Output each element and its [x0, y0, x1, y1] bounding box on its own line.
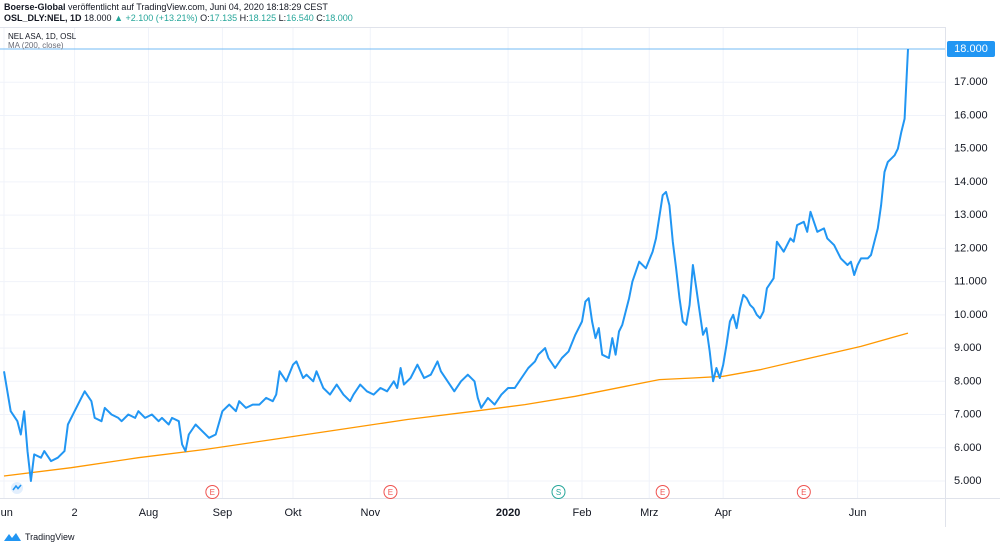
y-tick-label: 6.000	[954, 442, 982, 454]
x-tick-label: 2	[72, 507, 78, 519]
price-change: ▲ +2.100 (+13.21%)	[114, 13, 198, 23]
event-marker-circle	[796, 485, 811, 499]
x-tick-label: Apr	[715, 507, 732, 519]
x-tick-label: Mrz	[640, 507, 658, 519]
y-tick-label: 13.000	[954, 209, 988, 221]
event-marker-label: E	[210, 488, 215, 497]
high-value: 18.125	[248, 13, 277, 23]
footer-brand[interactable]: TradingView	[4, 532, 75, 542]
close-label: C:	[316, 13, 326, 23]
instrument-legend[interactable]: NEL ASA, 1D, OSL	[8, 32, 77, 41]
event-marker-label: E	[388, 488, 393, 497]
x-tick-label: Nov	[361, 507, 381, 519]
y-tick-label: 16.000	[954, 109, 988, 121]
chart-grid	[0, 27, 945, 498]
last-price: 18.000	[84, 13, 112, 23]
y-tick-label: 5.000	[954, 475, 982, 487]
y-tick-label: 8.000	[954, 375, 982, 387]
last-price-badge: 18.000	[947, 41, 995, 57]
published-text: veröffentlicht auf TradingView.com, Juni…	[68, 2, 328, 12]
time-axis: Jun 2 Aug Sep Okt Nov 2020 Feb Mrz Apr Jun	[0, 507, 866, 519]
publication-info: Boerse-Global veröffentlicht auf Trading…	[4, 2, 328, 12]
y-tick-label: 9.000	[954, 342, 982, 354]
footer-brand-label: TradingView	[25, 532, 75, 542]
last-price-badge-label: 18.000	[954, 43, 988, 55]
x-tick-label: Jun	[849, 507, 867, 519]
x-tick-label: 2020	[496, 507, 520, 519]
x-tick-label: Sep	[213, 507, 233, 519]
x-tick-label: Feb	[573, 507, 592, 519]
event-marker-circle	[205, 485, 220, 499]
tradingview-logo-icon	[4, 533, 21, 541]
price-axis: 5.000 6.000 7.000 8.000 9.000 10.000 11.000 12.…	[954, 76, 988, 487]
y-tick-label: 14.000	[954, 176, 988, 188]
high-label: H:	[239, 13, 249, 23]
y-tick-label: 10.000	[954, 309, 988, 321]
chart-logo-icon	[11, 482, 23, 494]
y-tick-label: 12.000	[954, 242, 988, 254]
y-tick-label: 17.000	[954, 76, 988, 88]
x-tick-label: Jun	[0, 507, 13, 519]
ohlc-line: OSL_DLY:NEL, 1D 18.000 ▲ +2.100 (+13.21%…	[4, 13, 353, 23]
open-value: 17.135	[209, 13, 238, 23]
y-tick-label: 7.000	[954, 409, 982, 421]
y-tick-label: 11.000	[954, 276, 987, 288]
earnings-event-marker[interactable]: E	[205, 485, 220, 499]
event-marker-circle	[383, 485, 398, 499]
earnings-event-marker[interactable]: E	[796, 485, 811, 499]
y-tick-label: 15.000	[954, 143, 988, 155]
earnings-event-marker[interactable]: E	[655, 485, 670, 499]
publisher-name: Boerse-Global	[4, 2, 66, 12]
open-label: O:	[200, 13, 210, 23]
low-label: L:	[278, 13, 287, 23]
price-chart[interactable]: 5.000 6.000 7.000 8.000 9.000 10.000 11.000 12.…	[0, 27, 1000, 527]
event-marker-label: S	[556, 488, 561, 497]
symbol-line: OSL_DLY:NEL, 1D	[4, 13, 82, 23]
split-event-marker[interactable]: S	[551, 485, 566, 499]
moving-average-line	[3, 332, 909, 477]
ma-legend[interactable]: MA (200, close)	[8, 41, 64, 50]
event-marker-circle	[655, 485, 670, 499]
event-marker-circle	[551, 485, 566, 499]
event-marker-label: E	[801, 488, 806, 497]
earnings-event-marker[interactable]: E	[383, 485, 398, 499]
low-value: 16.540	[286, 13, 314, 23]
close-value: 18.000	[325, 13, 353, 23]
x-tick-label: Aug	[139, 507, 159, 519]
event-marker-label: E	[660, 488, 665, 497]
price-line	[3, 48, 909, 482]
x-tick-label: Okt	[284, 507, 301, 519]
